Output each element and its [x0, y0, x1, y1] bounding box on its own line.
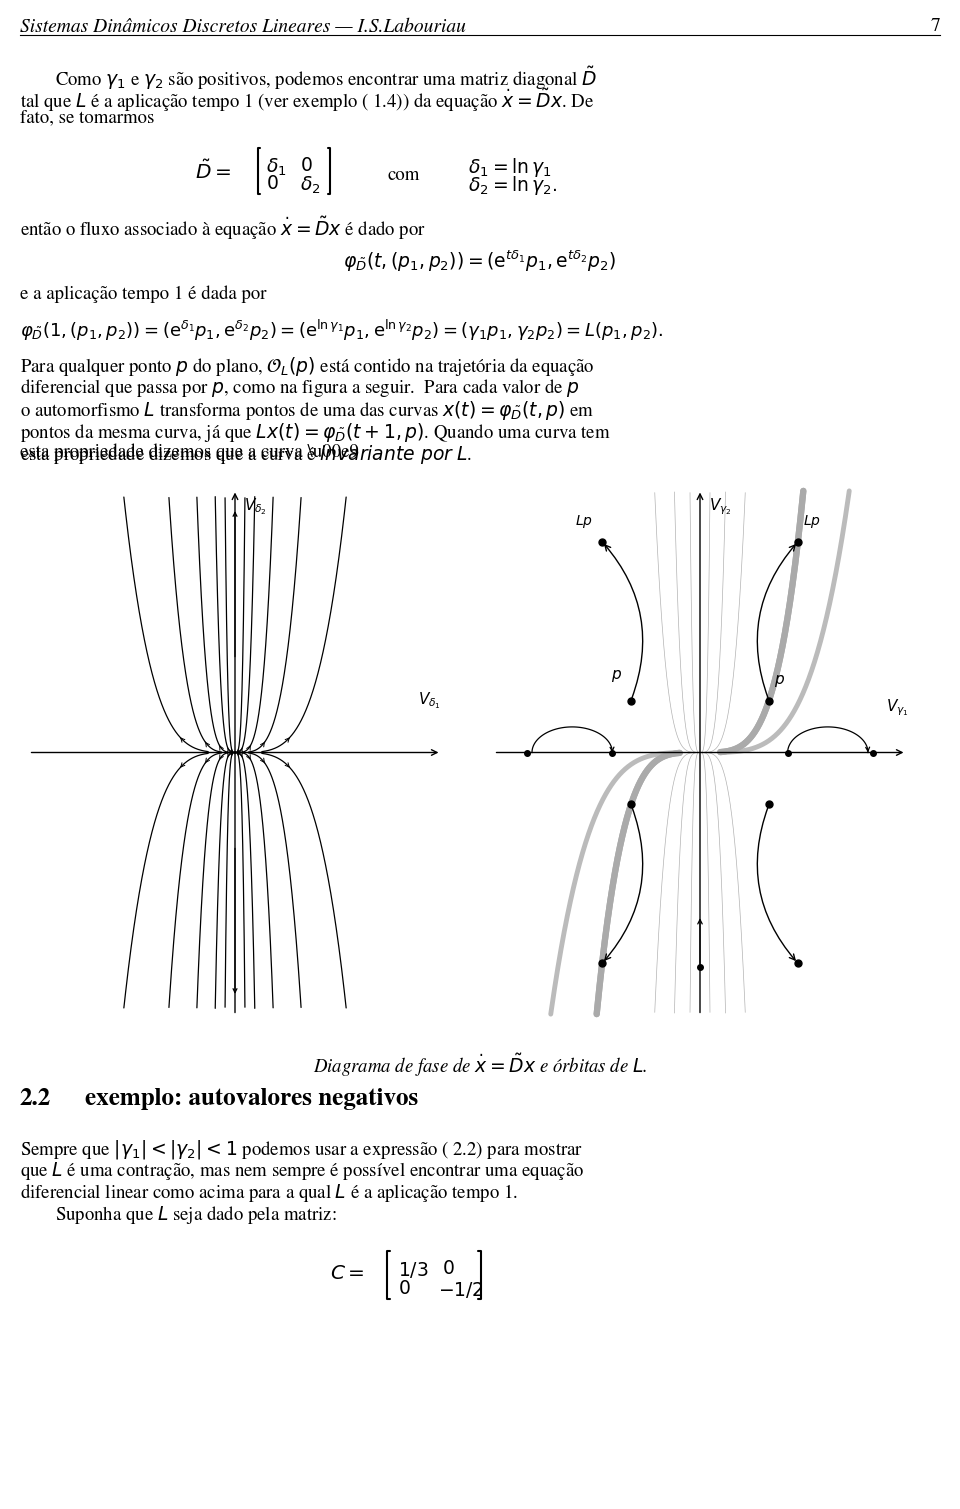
Text: e a aplicação tempo 1 é dada por: e a aplicação tempo 1 é dada por	[20, 285, 267, 303]
Text: $\delta_1 = \ln \gamma_1$: $\delta_1 = \ln \gamma_1$	[468, 155, 552, 180]
Text: esta propriedade dizemos que a curva é $\mathit{invariante\ por}$ $L$.: esta propriedade dizemos que a curva é $…	[20, 444, 472, 466]
Text: Sempre que $|\gamma_1| < |\gamma_2| < 1$ podemos usar a expressão ( 2.2) para mo: Sempre que $|\gamma_1| < |\gamma_2| < 1$…	[20, 1138, 583, 1160]
Text: fato, se tomarmos: fato, se tomarmos	[20, 109, 155, 127]
Text: que $L$ é uma contração, mas nem sempre é possível encontrar uma equação: que $L$ é uma contração, mas nem sempre …	[20, 1160, 585, 1182]
Text: tal que $L$ é a aplicação tempo 1 (ver exemplo ( 1.4)) da equação $\dot{x} = \ti: tal que $L$ é a aplicação tempo 1 (ver e…	[20, 88, 594, 115]
Text: $V_{\gamma_2}$: $V_{\gamma_2}$	[709, 496, 732, 518]
Text: $-1/2$: $-1/2$	[438, 1280, 483, 1299]
Text: $0$: $0$	[266, 175, 278, 193]
Text: $0$: $0$	[442, 1260, 455, 1278]
Text: diferencial linear como acima para a qual $L$ é a aplicação tempo 1.: diferencial linear como acima para a qua…	[20, 1182, 518, 1204]
Text: então o fluxo associado à equação $\dot{x} = \tilde{D}x$ é dado por: então o fluxo associado à equação $\dot{…	[20, 214, 426, 241]
Text: o automorfismo $L$ transforma pontos de uma das curvas $x(t) = \varphi_{\tilde{D: o automorfismo $L$ transforma pontos de …	[20, 398, 594, 423]
Text: $1/3$: $1/3$	[398, 1260, 428, 1280]
Text: $0$: $0$	[398, 1280, 411, 1298]
Text: $C = $: $C = $	[330, 1265, 365, 1283]
Text: Como $\gamma_1$ e $\gamma_2$ são positivos, podemos encontrar uma matriz diagona: Como $\gamma_1$ e $\gamma_2$ são positiv…	[55, 65, 597, 92]
Text: esta propriedade dizemos que a curva \u00e9: esta propriedade dizemos que a curva \u0…	[20, 444, 364, 460]
Text: 7: 7	[930, 18, 940, 35]
Text: $Lp$: $Lp$	[575, 513, 593, 530]
Text: $V_{\delta_1}$: $V_{\delta_1}$	[418, 690, 441, 711]
Text: Diagrama de fase de $\dot{x} = \tilde{D}x$ e órbitas de $L$.: Diagrama de fase de $\dot{x} = \tilde{D}…	[313, 1052, 647, 1079]
Text: com: com	[388, 167, 420, 184]
Text: $\delta_2$: $\delta_2$	[300, 175, 321, 196]
Text: exemplo: autovalores negativos: exemplo: autovalores negativos	[85, 1088, 419, 1111]
Text: $\varphi_{\tilde{D}}(1,(p_1,p_2)) = (\mathrm{e}^{\delta_1}p_1, \mathrm{e}^{\delt: $\varphi_{\tilde{D}}(1,(p_1,p_2)) = (\ma…	[20, 318, 663, 343]
Text: Para qualquer ponto $p$ do plano, $\mathcal{O}_L(p)$ está contido na trajetória : Para qualquer ponto $p$ do plano, $\math…	[20, 355, 594, 377]
Text: $\delta_2 = \ln \gamma_2.$: $\delta_2 = \ln \gamma_2.$	[468, 174, 558, 198]
Text: $\tilde{D} = $: $\tilde{D} = $	[195, 160, 231, 183]
Text: $\delta_1$: $\delta_1$	[266, 157, 287, 178]
Text: $V_{\delta_2}$: $V_{\delta_2}$	[244, 496, 267, 518]
Text: Sistemas Dinâmicos Discretos Lineares — I.S.Labouriau: Sistemas Dinâmicos Discretos Lineares — …	[20, 18, 466, 36]
Text: Suponha que $L$ seja dado pela matriz:: Suponha que $L$ seja dado pela matriz:	[55, 1204, 337, 1225]
Text: $p$: $p$	[611, 668, 622, 684]
Text: 2.2: 2.2	[20, 1088, 51, 1111]
Text: $p$: $p$	[775, 673, 785, 690]
Text: pontos da mesma curva, já que $Lx(t) = \varphi_{\tilde{D}}(t+1,p)$. Quando uma c: pontos da mesma curva, já que $Lx(t) = \…	[20, 421, 611, 444]
Text: $\varphi_{\tilde{D}}(t,(p_1,p_2)) = (\mathrm{e}^{t\delta_1}p_1, \mathrm{e}^{t\de: $\varphi_{\tilde{D}}(t,(p_1,p_2)) = (\ma…	[344, 247, 616, 273]
Text: $V_{\gamma_1}$: $V_{\gamma_1}$	[886, 697, 909, 718]
Text: $0$: $0$	[300, 157, 313, 175]
Text: diferencial que passa por $p$, como na figura a seguir.  Para cada valor de $p$: diferencial que passa por $p$, como na f…	[20, 377, 580, 398]
Text: $Lp$: $Lp$	[804, 513, 821, 530]
